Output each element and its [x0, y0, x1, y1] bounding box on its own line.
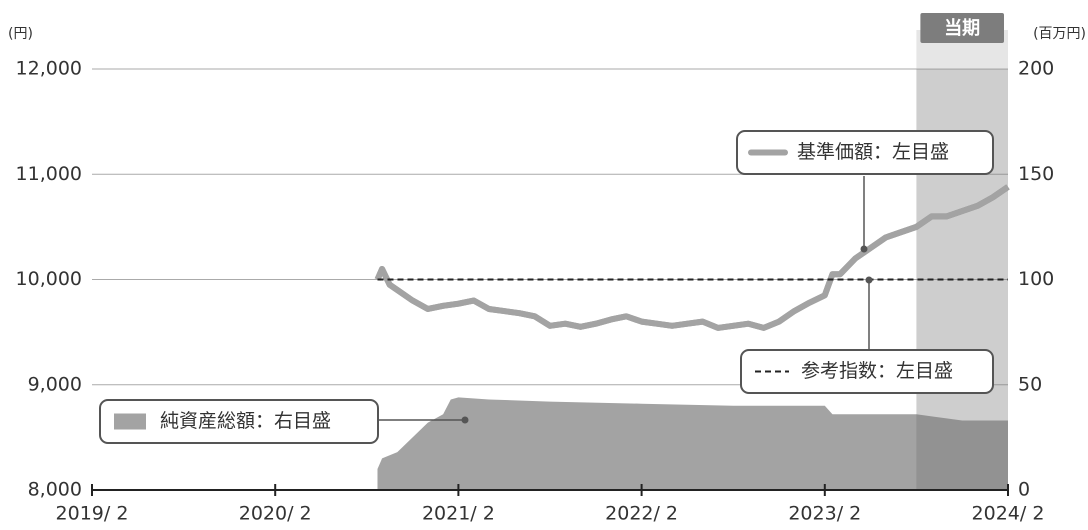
legend-swatch — [114, 413, 146, 430]
x-tick-label: 2021/ 2 — [422, 503, 495, 525]
y2-tick-label: 150 — [1018, 163, 1054, 185]
x-tick-label: 2023/ 2 — [788, 503, 861, 525]
net-assets-area — [377, 397, 1008, 490]
leader-dot — [860, 245, 868, 253]
legend-label: 参考指数：左目盛 — [801, 360, 953, 382]
current-period-label: 当期 — [944, 17, 980, 39]
price-line — [374, 184, 1010, 331]
y2-tick-label: 0 — [1018, 479, 1030, 501]
y2-tick-label: 50 — [1018, 373, 1042, 395]
y2-tick-label: 200 — [1018, 58, 1054, 80]
x-tick-label: 2019/ 2 — [56, 503, 129, 525]
y-tick-label: 12,000 — [16, 58, 82, 80]
current-period — [916, 30, 1008, 490]
y-tick-label: 11,000 — [16, 163, 82, 185]
legend-label: 基準価額：左目盛 — [797, 141, 949, 163]
legend-box — [740, 349, 994, 394]
price-line — [374, 184, 1010, 331]
y-tick-label: 10,000 — [16, 268, 82, 290]
legend-label: 純資産総額：右目盛 — [160, 410, 331, 432]
leader-dot — [865, 276, 873, 284]
legend-box — [99, 399, 379, 444]
x-tick-label: 2024/ 2 — [972, 503, 1045, 525]
y-unit: (円) — [8, 26, 33, 42]
y2-unit: (百万円) — [1033, 26, 1086, 42]
current-period-tab — [920, 13, 1004, 43]
y-tick-label: 8,000 — [28, 479, 82, 501]
y-tick-label: 9,000 — [28, 373, 82, 395]
x-tick-label: 2020/ 2 — [239, 503, 312, 525]
y2-tick-label: 100 — [1018, 268, 1054, 290]
leader-dot — [461, 416, 469, 424]
x-tick-label: 2022/ 2 — [605, 503, 678, 525]
legend-box — [736, 130, 994, 175]
